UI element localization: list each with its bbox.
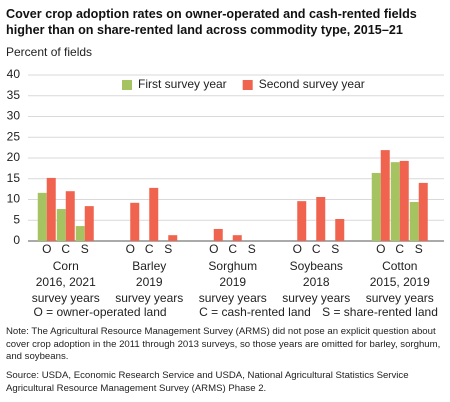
- bar: [316, 197, 326, 241]
- bar: [418, 182, 428, 241]
- legend-swatch: [122, 80, 132, 90]
- y-tick-label: 40: [7, 67, 21, 81]
- bar: [149, 187, 159, 241]
- group-label: Barley: [132, 259, 166, 273]
- key-text: C = cash-rented land: [199, 305, 311, 319]
- bar: [75, 226, 85, 241]
- group-label: 2019: [219, 275, 246, 289]
- y-tick-label: 25: [7, 129, 21, 143]
- x-tick-label: C: [61, 242, 70, 256]
- y-tick-label: 5: [13, 212, 20, 226]
- x-tick-label: S: [331, 242, 339, 256]
- key-text: O = owner-operated land: [33, 305, 166, 319]
- y-tick-label: 35: [7, 88, 21, 102]
- bar: [399, 160, 409, 241]
- group-label: 2016, 2021: [36, 275, 96, 289]
- x-tick-label: O: [126, 242, 135, 256]
- x-tick-label: O: [293, 242, 302, 256]
- y-tick-label: 20: [7, 150, 21, 164]
- bar: [335, 219, 345, 241]
- source: Source: USDA, Economic Research Service …: [6, 370, 409, 394]
- bar: [37, 192, 47, 241]
- legend-label: Second survey year: [259, 77, 365, 91]
- group-label: 2015, 2019: [370, 275, 430, 289]
- bar: [56, 209, 66, 241]
- bar: [232, 235, 242, 241]
- group-label: Cotton: [382, 259, 417, 273]
- group-label: Corn: [53, 259, 79, 273]
- x-tick-label: S: [248, 242, 256, 256]
- group-label: survey years: [115, 291, 183, 305]
- group-label: Soybeans: [290, 259, 343, 273]
- key-text: S = share-rented land: [322, 305, 438, 319]
- x-tick-label: C: [395, 242, 404, 256]
- x-tick-label: O: [42, 242, 51, 256]
- legend-swatch: [242, 80, 253, 90]
- x-tick-label: C: [228, 242, 237, 256]
- group-label: survey years: [32, 291, 100, 305]
- bar: [409, 201, 419, 241]
- bar: [390, 162, 400, 241]
- y-tick-label: 0: [13, 233, 20, 247]
- x-tick-label: S: [164, 242, 172, 256]
- bar: [130, 202, 140, 241]
- bar: [46, 177, 56, 241]
- bar: [168, 235, 178, 241]
- chart-title: Cover crop adoption rates on owner-opera…: [6, 7, 417, 37]
- group-label: survey years: [199, 291, 267, 305]
- bar: [65, 191, 75, 241]
- x-tick-label: C: [312, 242, 321, 256]
- group-label: Sorghum: [208, 259, 257, 273]
- group-label: 2019: [136, 275, 163, 289]
- y-tick-label: 30: [7, 109, 21, 123]
- x-tick-label: O: [376, 242, 385, 256]
- bar: [297, 201, 307, 241]
- group-label: 2018: [303, 275, 330, 289]
- y-tick-label: 10: [7, 192, 21, 206]
- note: Note: The Agricultural Resource Manageme…: [6, 326, 441, 362]
- x-tick-label: C: [145, 242, 154, 256]
- legend-label: First survey year: [138, 77, 227, 91]
- bar: [380, 150, 390, 241]
- bar: [213, 228, 223, 241]
- x-tick-label: S: [415, 242, 423, 256]
- bar: [84, 206, 94, 241]
- x-tick-label: O: [209, 242, 218, 256]
- y-axis-label: Percent of fields: [6, 45, 92, 59]
- y-tick-label: 15: [7, 171, 21, 185]
- bar: [371, 172, 381, 241]
- group-label: survey years: [282, 291, 350, 305]
- x-tick-label: S: [81, 242, 89, 256]
- group-label: survey years: [366, 291, 434, 305]
